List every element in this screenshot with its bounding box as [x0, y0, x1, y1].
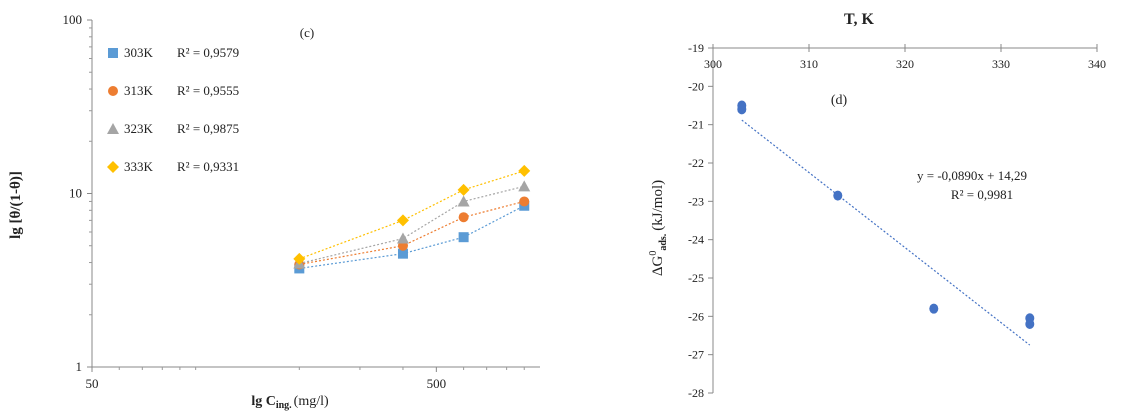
- chart-d-marks: [737, 100, 1035, 346]
- chart-c-x-title-main: lg C: [251, 394, 276, 409]
- chart-d-y-tick-label: -28: [688, 386, 704, 400]
- chart-d-point: [929, 303, 939, 314]
- chart-c-legend-r2-323K: R² = 0,9875: [177, 121, 239, 136]
- chart-c-point-333K: [293, 252, 306, 265]
- chart-c-trendline-323K: [299, 185, 525, 265]
- chart-d-axes: -19 -20 -21 -22 -23 -24 -25 -26 -27 -28 300 310 320 3…: [688, 41, 1106, 400]
- chart-d-y-tick-label: -21: [688, 118, 704, 132]
- chart-c-point-303K: [458, 232, 469, 243]
- chart-c-point-303K: [397, 248, 408, 259]
- chart-d-x-tick-label: 320: [896, 57, 914, 71]
- chart-d-y-tick-label: -22: [688, 156, 704, 170]
- chart-c-y-axis-title: lg [θ/(1-θ)]: [8, 171, 24, 239]
- chart-d-y-tick-label: -26: [688, 309, 704, 323]
- chart-c-panel: 1 10 100 50 500 (c) 303K R² = 0,9579 313K R² = …: [0, 0, 560, 412]
- chart-c-legend-marker-303K: [108, 48, 118, 58]
- chart-c-marks: [293, 164, 531, 274]
- chart-c-trendline-333K: [299, 170, 525, 260]
- chart-c-point-323K: [518, 180, 531, 192]
- chart-d-y-tick-label: -20: [688, 79, 704, 93]
- chart-d-y-tick-label: -25: [688, 271, 704, 285]
- chart-c-axes: 1 10 100 50 500: [63, 12, 540, 391]
- chart-d-x-tick-label: 340: [1088, 57, 1106, 71]
- chart-c-trendline-303K: [299, 205, 525, 270]
- chart-d-point: [737, 104, 747, 115]
- chart-c-legend: 303K R² = 0,9579 313K R² = 0,9555 323K R² = 0…: [107, 45, 239, 174]
- chart-c-legend-r2-313K: R² = 0,9555: [177, 83, 239, 98]
- chart-c-legend-name-323K: 323K: [124, 121, 154, 136]
- chart-d-point: [833, 190, 843, 201]
- chart-d-x-axis-title: T, K: [844, 11, 874, 28]
- chart-d-x-tick-label: 310: [800, 57, 818, 71]
- chart-d-y-tick-label: -19: [688, 41, 704, 55]
- chart-d-panel-label: (d): [831, 93, 848, 108]
- chart-c-x-tick-label: 500: [427, 376, 447, 391]
- chart-d-trend-r2: R² = 0,9981: [951, 187, 1013, 202]
- chart-c-x-tick-label: 50: [86, 376, 99, 391]
- chart-c-y-tick-label: 10: [69, 186, 82, 201]
- chart-c-y-tick-label: 100: [63, 12, 83, 27]
- chart-d-y-axis-title: ΔG0ads. (kJ/mol): [648, 180, 669, 276]
- chart-c-legend-name-303K: 303K: [124, 45, 154, 60]
- chart-c-panel-label: (c): [300, 25, 314, 40]
- chart-c-point-333K: [396, 214, 409, 227]
- chart-c-x-title-unit: (mg/l): [294, 394, 329, 409]
- chart-c-legend-marker-323K: [107, 123, 119, 134]
- chart-c-svg: 1 10 100 50 500 (c) 303K R² = 0,9579 313K R² = …: [8, 12, 540, 411]
- chart-c-point-323K: [396, 232, 409, 244]
- chart-d-trendline: [741, 119, 1031, 346]
- chart-d-y-tick-label: -23: [688, 194, 704, 208]
- chart-c-x-axis-title: lg Cing. (mg/l): [251, 394, 329, 411]
- chart-c-legend-marker-333K: [107, 161, 119, 173]
- chart-c-trendline-313K: [299, 200, 525, 266]
- chart-c-x-title-sub: ing.: [276, 400, 292, 411]
- chart-d-y-title-main: ΔG: [650, 255, 666, 276]
- chart-c-point-323K: [457, 195, 470, 207]
- chart-d-svg: -19 -20 -21 -22 -23 -24 -25 -26 -27 -28 300 310 320 3…: [648, 11, 1106, 400]
- chart-c-y-tick-label: 1: [76, 359, 83, 374]
- chart-d-y-title-sup: 0: [648, 251, 659, 256]
- chart-c-legend-name-333K: 333K: [124, 159, 154, 174]
- chart-d-trend-equation: y = -0,0890x + 14,29: [917, 168, 1027, 183]
- chart-c-legend-r2-303K: R² = 0,9579: [177, 45, 239, 60]
- chart-c-legend-name-313K: 313K: [124, 83, 154, 98]
- chart-d-x-tick-label: 330: [992, 57, 1010, 71]
- chart-d-y-title-sub: ads.: [658, 233, 669, 250]
- chart-d-x-tick-label: 300: [704, 57, 722, 71]
- chart-c-point-313K: [458, 212, 469, 223]
- chart-c-point-333K: [457, 183, 470, 196]
- chart-d-panel: -19 -20 -21 -22 -23 -24 -25 -26 -27 -28 300 310 320 3…: [575, 0, 1123, 412]
- chart-c-point-313K: [519, 196, 530, 207]
- chart-c-legend-r2-333K: R² = 0,9331: [177, 159, 239, 174]
- chart-c-legend-marker-313K: [108, 86, 118, 96]
- chart-d-y-title-unit: (kJ/mol): [650, 180, 666, 231]
- chart-d-y-tick-label: -24: [688, 233, 704, 247]
- chart-d-point: [1025, 319, 1035, 329]
- chart-d-y-tick-label: -27: [688, 348, 704, 362]
- chart-c-point-333K: [518, 164, 531, 177]
